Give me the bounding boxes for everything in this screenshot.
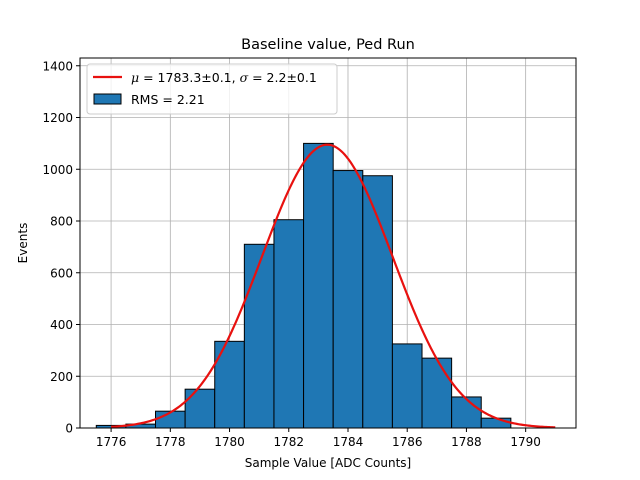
histogram-bar — [421, 357, 453, 429]
histogram-bar — [480, 417, 512, 429]
histogram-bar — [303, 142, 334, 429]
y-tick-label: 600 — [50, 266, 73, 280]
y-axis-ticks: 0 200 400 600 800 1000 1200 1400 — [42, 59, 80, 436]
histogram-bar — [155, 410, 186, 429]
chart-title: Baseline value, Ped Run — [241, 37, 415, 53]
histogram-bar — [391, 343, 423, 429]
x-axis-label: Sample Value [ADC Counts] — [245, 456, 411, 470]
legend-sigma-symbol: σ — [240, 70, 249, 85]
legend-mu-symbol: μ — [131, 70, 139, 85]
legend-box — [86, 63, 338, 115]
histogram-bar — [362, 175, 393, 429]
legend-rms-patch-swatch — [93, 93, 122, 105]
plot-frame — [79, 57, 577, 429]
x-tick-label: 1790 — [510, 435, 541, 449]
x-tick-label: 1780 — [214, 435, 245, 449]
x-tick-label: 1776 — [96, 435, 127, 449]
x-tick-label: 1784 — [333, 435, 364, 449]
y-tick-label: 1400 — [42, 59, 73, 73]
histogram-bar — [451, 396, 482, 429]
x-tick-label: 1782 — [273, 435, 304, 449]
y-tick-label: 400 — [50, 318, 73, 332]
y-tick-label: 200 — [50, 370, 73, 384]
histogram-bar — [184, 388, 216, 429]
y-tick-label: 1000 — [42, 163, 73, 177]
legend-sigma-value: = 2.2±0.1 — [248, 70, 317, 85]
histogram-bar — [243, 243, 275, 429]
y-tick-label: 0 — [65, 422, 73, 436]
fit-curve — [111, 143, 556, 429]
histogram-bar — [273, 219, 305, 429]
histogram-bar — [332, 170, 364, 429]
x-axis-ticks: 1776 1778 1780 1782 1784 1786 1788 1790 — [96, 428, 541, 449]
legend: μ = 1783.3±0.1, σ = 2.2±0.1 RMS = 2.21 — [86, 63, 338, 115]
y-tick-label: 1200 — [42, 111, 73, 125]
x-tick-label: 1778 — [155, 435, 186, 449]
x-tick-label: 1786 — [392, 435, 423, 449]
legend-rms-label: RMS = 2.21 — [131, 92, 205, 107]
y-tick-label: 800 — [50, 215, 73, 229]
gaussian-fit — [111, 143, 556, 429]
legend-mu-value: = 1783.3±0.1, — [139, 70, 239, 85]
x-tick-label: 1788 — [451, 435, 482, 449]
legend-fit-label: μ = 1783.3±0.1, σ = 2.2±0.1 — [131, 70, 317, 85]
y-axis-label: Events — [16, 223, 30, 264]
